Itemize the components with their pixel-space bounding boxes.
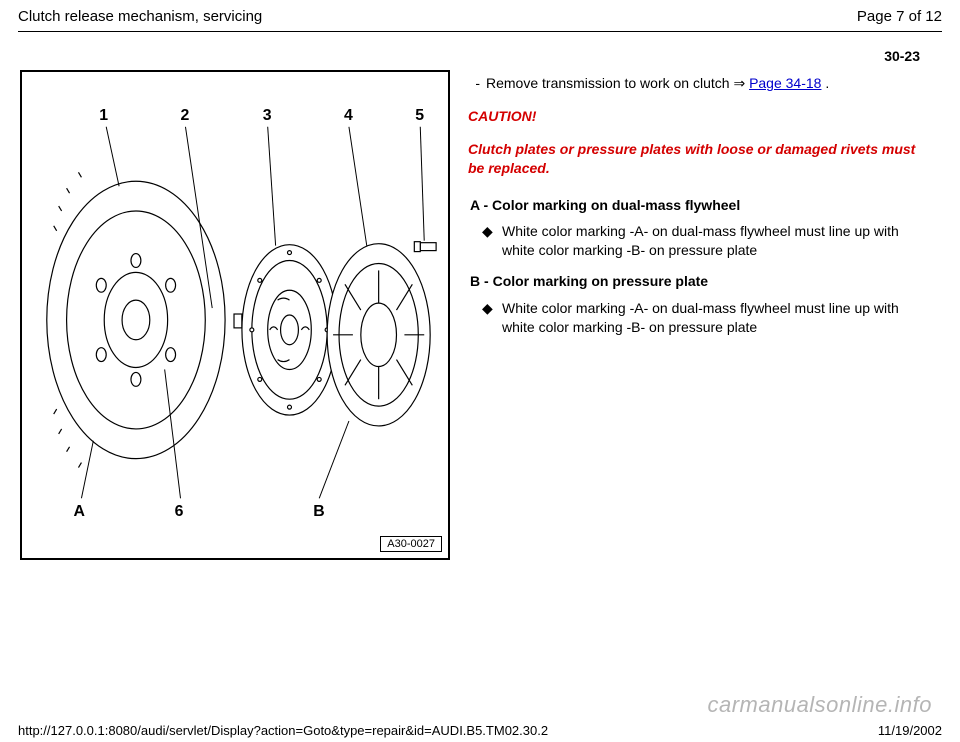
step-row: - Remove transmission to work on clutch …	[468, 74, 934, 93]
item-b-letter: B	[470, 273, 480, 289]
item-b-title: Color marking on pressure plate	[493, 273, 709, 289]
item-a-line: A - Color marking on dual-mass flywheel	[470, 196, 934, 215]
item-b-bullet-text: White color marking -A- on dual-mass fly…	[502, 299, 934, 337]
footer-date: 11/19/2002	[878, 723, 942, 738]
page-link[interactable]: Page 34-18	[749, 75, 821, 91]
item-b-bullet: ◆ White color marking -A- on dual-mass f…	[482, 299, 934, 337]
bolt5-icon	[414, 242, 436, 252]
figure: 1 2 3 4 5 A 6 B A30-0027	[20, 70, 450, 560]
footer-url: http://127.0.0.1:8080/audi/servlet/Displ…	[18, 723, 548, 738]
page-header: Clutch release mechanism, servicing Page…	[0, 0, 960, 29]
section-number: 30-23	[0, 32, 960, 70]
callout-3: 3	[263, 107, 272, 124]
caution-heading: CAUTION!	[468, 107, 934, 126]
item-a-bullet: ◆ White color marking -A- on dual-mass f…	[482, 222, 934, 260]
callout-B: B	[313, 503, 324, 520]
header-title: Clutch release mechanism, servicing	[18, 8, 262, 25]
callout-6: 6	[175, 503, 184, 520]
caution-body: Clutch plates or pressure plates with lo…	[468, 140, 934, 178]
callout-1: 1	[99, 107, 108, 124]
item-a-letter: A	[470, 197, 480, 213]
item-a-sep: -	[480, 197, 492, 213]
bullet-icon: ◆	[482, 299, 494, 337]
arrow-icon: ⇒	[733, 75, 745, 91]
page-root: Clutch release mechanism, servicing Page…	[0, 0, 960, 742]
step-dash: -	[468, 74, 480, 93]
clutch-disc-icon	[242, 245, 337, 415]
page-footer: http://127.0.0.1:8080/audi/servlet/Displ…	[0, 723, 960, 738]
figure-svg: 1 2 3 4 5 A 6 B	[22, 72, 448, 558]
item-a-bullet-text: White color marking -A- on dual-mass fly…	[502, 222, 934, 260]
step-text: Remove transmission to work on clutch ⇒ …	[486, 74, 934, 93]
item-a-title: Color marking on dual-mass flywheel	[492, 197, 740, 213]
bullet-icon: ◆	[482, 222, 494, 260]
figure-ref: A30-0027	[380, 536, 442, 552]
text-column: - Remove transmission to work on clutch …	[462, 70, 940, 560]
header-page-num: Page 7 of 12	[857, 8, 942, 25]
callout-5: 5	[415, 107, 424, 124]
step-suffix: .	[825, 75, 829, 91]
content-row: 1 2 3 4 5 A 6 B A30-0027 -	[0, 70, 960, 560]
step-prefix: Remove transmission to work on clutch	[486, 75, 733, 91]
callout-A: A	[74, 503, 86, 520]
callout-2: 2	[181, 107, 190, 124]
item-b-line: B - Color marking on pressure plate	[470, 272, 934, 291]
watermark: carmanualsonline.info	[707, 692, 932, 718]
pressure-plate-icon	[327, 244, 430, 426]
callout-4: 4	[344, 107, 353, 124]
item-b-sep: -	[480, 273, 492, 289]
